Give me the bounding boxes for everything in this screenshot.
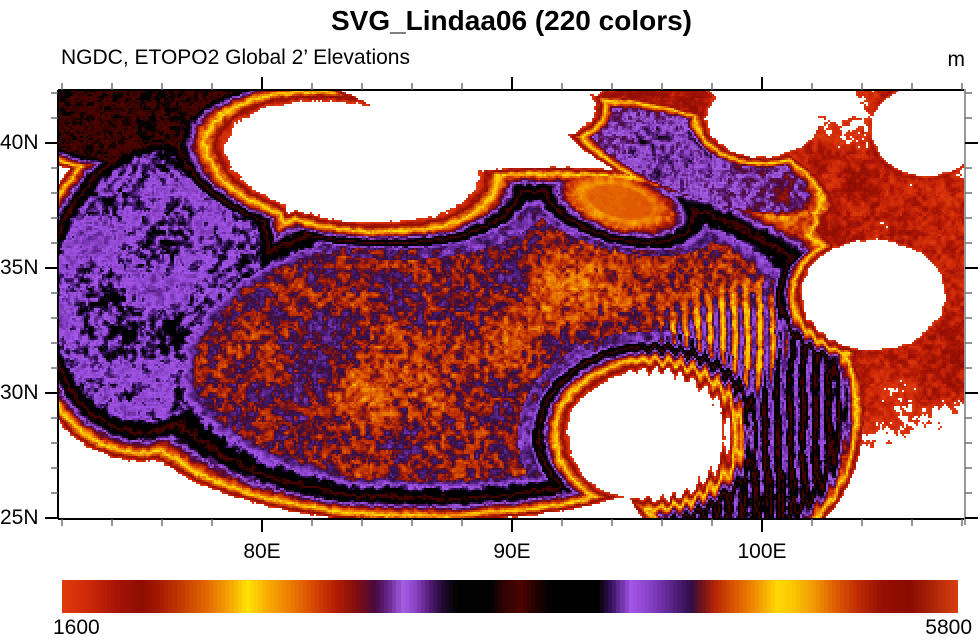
colorbar-max-label: 5800 <box>925 616 972 639</box>
y-tick-label: 40N <box>0 131 39 154</box>
plot-subtitle-left: NGDC, ETOPO2 Global 2’ Elevations <box>61 46 410 69</box>
x-tick-label: 80E <box>243 540 281 563</box>
elevation-raster-map <box>58 90 965 519</box>
y-tick-label: 25N <box>0 506 39 529</box>
colorbar <box>62 580 958 613</box>
units-label: m <box>947 48 966 71</box>
colorbar-min-label: 1600 <box>53 616 100 639</box>
y-tick-label: 35N <box>0 256 39 279</box>
x-tick-label: 100E <box>737 540 787 563</box>
x-tick-label: 90E <box>493 540 531 563</box>
y-tick-label: 30N <box>0 381 39 404</box>
plot-title: SVG_Lindaa06 (220 colors) <box>330 5 693 36</box>
